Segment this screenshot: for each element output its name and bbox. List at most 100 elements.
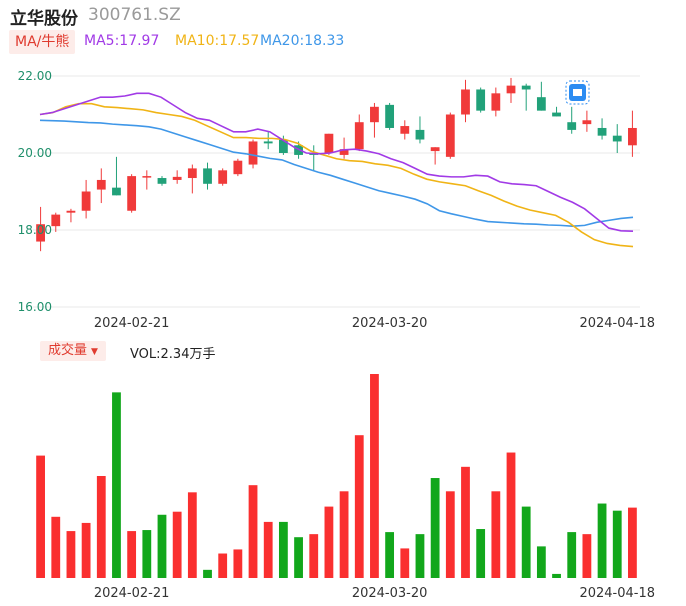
volume-bar-chart: 2024-02-21 2024-03-20 2024-04-18: [36, 374, 655, 601]
volume-bar: [506, 452, 516, 578]
candlestick: [324, 133, 334, 155]
ma-indicator-button[interactable]: MA/牛熊: [9, 30, 76, 54]
candlestick: [36, 206, 45, 252]
volume-bar: [354, 435, 364, 578]
volume-bar: [309, 534, 319, 578]
volume-bar: [461, 466, 470, 578]
candlestick-chart: 22.00 20.00 18.00 16.00 2024-02-21 2024-03-2…: [18, 69, 655, 331]
ma5-value: MA5:17.97: [84, 33, 160, 49]
candlestick: [567, 106, 577, 134]
volume-bar: [400, 548, 410, 578]
candlestick: [354, 114, 364, 152]
volume-bar: [445, 491, 455, 578]
ma10-line: [39, 102, 634, 248]
candlestick: [476, 87, 486, 113]
price-tick-label: 18.00: [18, 223, 52, 237]
calendar-icon[interactable]: [565, 80, 590, 105]
volume-bar: [385, 532, 395, 578]
volume-indicator-label: 成交量: [48, 343, 88, 358]
candlestick: [66, 208, 76, 223]
candlestick: [172, 170, 182, 184]
volume-bar: [415, 534, 425, 578]
volume-bar: [582, 534, 592, 578]
volume-bar: [491, 491, 501, 578]
volume-bar: [430, 478, 440, 578]
candlestick: [582, 110, 592, 132]
ma10-value: MA10:17.57: [175, 33, 260, 49]
candlestick: [96, 168, 106, 204]
date-tick-label: 2024-03-20: [352, 316, 428, 331]
dropdown-caret-icon: ▼: [91, 347, 98, 357]
candlestick: [430, 147, 440, 165]
volume-bar: [521, 506, 531, 578]
candlestick: [203, 162, 212, 190]
candlestick: [628, 110, 637, 157]
volume-bar: [597, 503, 607, 578]
volume-bar: [187, 492, 197, 578]
volume-bar: [142, 530, 152, 578]
date-tick-label: 2024-03-20: [352, 586, 428, 601]
candlestick: [536, 81, 546, 111]
candlestick: [233, 158, 243, 177]
volume-bar: [157, 514, 167, 578]
ma20-line: [39, 119, 634, 227]
candlestick: [400, 120, 410, 140]
volume-bar: [370, 374, 379, 578]
volume-bar: [127, 531, 137, 578]
candlestick: [187, 164, 197, 194]
volume-bar: [36, 455, 45, 578]
candlestick: [597, 118, 607, 140]
candlestick: [385, 102, 395, 130]
candlestick: [552, 106, 561, 117]
candlestick: [142, 170, 152, 190]
candlestick: [612, 124, 622, 153]
date-tick-label: 2024-04-18: [579, 316, 655, 331]
price-tick-label: 16.00: [18, 300, 52, 314]
volume-bar: [203, 569, 212, 578]
volume-indicator-button[interactable]: 成交量 ▼: [40, 341, 106, 361]
candlestick: [461, 79, 470, 123]
volume-bar: [567, 532, 577, 578]
candlestick: [415, 116, 425, 144]
volume-bar: [339, 491, 349, 578]
volume-bar: [66, 531, 76, 578]
ma5-line: [39, 92, 634, 232]
date-tick-label: 2024-04-18: [579, 586, 655, 601]
volume-bar: [218, 553, 228, 578]
volume-bar: [263, 521, 273, 578]
price-tick-label: 22.00: [18, 69, 52, 83]
volume-bar: [536, 546, 546, 578]
candlestick: [218, 168, 228, 186]
volume-bar: [628, 507, 637, 578]
volume-bar: [552, 573, 561, 578]
stock-code: 300761.SZ: [88, 5, 181, 25]
candlestick: [445, 112, 455, 159]
candlestick: [506, 77, 516, 103]
volume-bar: [612, 510, 622, 578]
candlestick: [370, 102, 379, 138]
volume-bar: [324, 506, 334, 578]
volume-bar: [81, 522, 91, 578]
volume-bar: [476, 529, 486, 578]
volume-bar: [278, 521, 288, 578]
volume-bar: [112, 392, 121, 578]
volume-bar: [51, 516, 61, 578]
candlestick: [127, 174, 137, 213]
candlestick: [339, 137, 349, 159]
volume-bar: [294, 537, 303, 578]
date-tick-label: 2024-02-21: [94, 316, 170, 331]
volume-bar: [172, 511, 182, 578]
stock-name: 立华股份: [10, 9, 78, 29]
volume-bar: [96, 476, 106, 578]
candlestick: [309, 145, 319, 171]
candlestick: [157, 176, 167, 186]
candlestick: [112, 156, 121, 196]
volume-bar: [233, 549, 243, 578]
stock-header: 立华股份 300761.SZ MA/牛熊 MA5:17.97 MA10:17.5…: [0, 0, 686, 60]
candlestick: [248, 139, 258, 169]
volume-bar: [248, 485, 258, 578]
ma20-value: MA20:18.33: [260, 33, 345, 49]
date-tick-label: 2024-02-21: [94, 586, 170, 601]
candlestick: [81, 179, 91, 219]
candlestick: [51, 212, 61, 232]
